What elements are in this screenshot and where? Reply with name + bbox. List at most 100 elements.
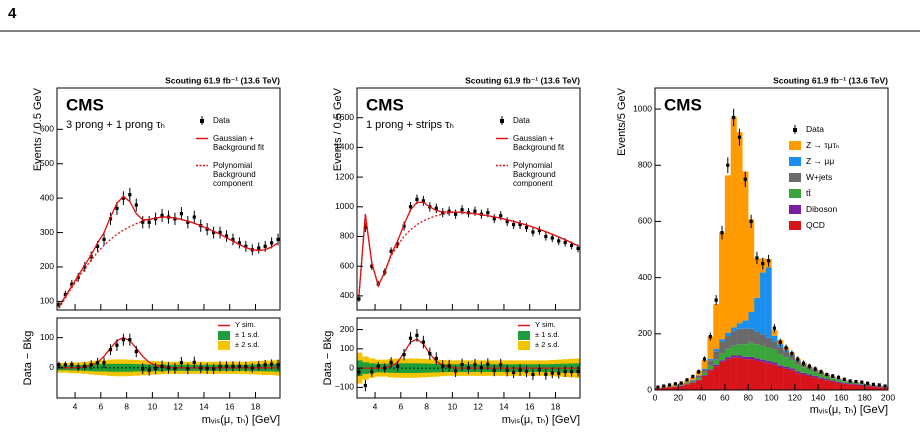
data-point [531,230,535,234]
stacked-bar [748,219,755,312]
sub-label: 3 prong + 1 prong τₕ [66,119,165,131]
data-point [860,380,864,384]
stacked-bar [713,366,720,390]
stacked-bar [736,357,743,390]
x-tick-label: 40 [697,392,707,402]
stacked-bar [800,372,807,375]
stacked-bar [847,383,854,385]
stacked-bar [771,364,778,390]
plot-area [655,108,888,390]
data-point [524,369,529,373]
data-point [557,239,561,243]
data-point [166,366,171,370]
data-point [662,384,666,388]
stacked-bar [765,267,772,338]
data-point [231,237,235,242]
x-tick-label: 6 [98,401,103,411]
y-tick-label: 1000 [335,201,354,211]
stacked-bar [858,384,865,386]
stacked-bar [736,323,743,329]
data-point [473,209,477,213]
data-point [486,211,490,215]
stacked-bar [724,357,731,360]
stacked-bar [806,369,813,375]
stacked-bar [724,359,731,390]
stacked-bar [701,375,708,390]
data-point [492,217,496,221]
data-point [434,356,438,361]
data-point [466,366,471,370]
x-axis-title: mᵥᵢₛ(μ, τₕ) [GeV] [202,414,280,426]
stacked-bar [724,175,731,333]
stacked-bar [672,386,679,390]
stacked-bar [858,383,865,385]
y-tick-label: 300 [40,227,54,237]
stacked-bar [695,379,702,381]
stacked-bar [806,375,813,390]
stacked-bar [719,361,726,390]
y-tick-label: 1200 [335,171,354,181]
data-point [179,212,183,216]
stacked-bar [730,357,737,390]
data-point [473,363,477,367]
stacked-bar [666,386,673,388]
experiment-label: CMS [664,95,702,114]
data-point [370,370,374,374]
uncertainty-band [433,363,440,373]
x-tick-label: 10 [448,401,458,411]
stacked-bar [736,355,743,358]
stacked-bar [812,375,819,378]
data-point [357,297,361,301]
stacked-bar [689,381,696,383]
x-tick-label: 0 [653,392,658,402]
stacked-bar [783,368,790,390]
stacked-bar [719,232,726,340]
y-tick-label: 800 [340,231,354,241]
data-point [363,225,367,230]
y-tick-label: 800 [638,160,652,170]
x-tick-label: 80 [743,392,753,402]
data-point [147,220,151,224]
stacked-bar [771,362,778,365]
stacked-bar [748,328,755,343]
data-point [102,361,106,365]
data-point [697,370,701,374]
y-tick-label: 0 [647,384,652,394]
stacked-bar [823,380,830,390]
stacked-bar [701,368,708,370]
data-point [796,357,800,361]
y-tick-label: 1600 [335,112,354,122]
stacked-bar [777,367,784,390]
stacked-bar [707,336,714,359]
x-tick-label: 8 [424,401,429,411]
stacked-bar [707,370,714,390]
stacked-bar [707,358,714,361]
x-tick-label: 120 [788,392,802,402]
uncertainty-band [100,364,108,372]
stacked-bar [759,345,766,360]
chart-header: Scouting 61.9 fb⁻¹ (13.6 TeV) [465,75,580,85]
plot-area [357,194,580,302]
stacked-bar [853,382,860,385]
data-point [801,361,806,365]
stacked-bar [794,371,801,374]
stacked-bar [730,327,737,332]
data-point [70,282,74,286]
data-point [447,364,451,368]
stacked-bar [870,386,877,387]
data-point [192,360,196,364]
data-point [842,377,846,381]
data-point [479,365,483,370]
data-point [499,214,503,218]
y-tick-label: 0 [349,362,354,372]
y-tick-label: 1400 [335,142,354,152]
uncertainty-band [387,363,395,373]
data-point [63,363,67,367]
stacked-bar [841,381,848,383]
stacked-bar [777,365,784,368]
stacked-bar [788,355,795,360]
y-tick-label: 100 [340,343,354,353]
data-point [576,246,580,250]
stacked-bar [730,345,737,356]
